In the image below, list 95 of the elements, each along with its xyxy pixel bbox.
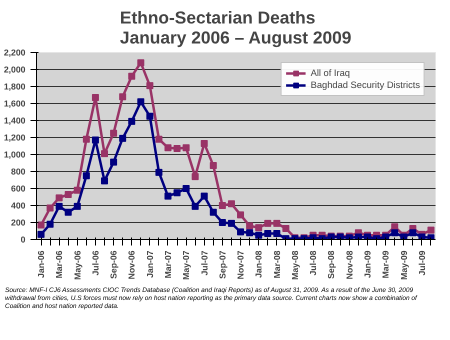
point <box>246 229 254 236</box>
x-tick-label: Jan-07 <box>144 250 155 278</box>
point <box>56 202 63 210</box>
point <box>101 177 108 184</box>
point <box>38 222 45 229</box>
point <box>182 185 190 192</box>
point <box>210 162 217 170</box>
point <box>137 98 144 106</box>
point <box>56 194 63 202</box>
point <box>391 229 398 236</box>
x-tick-label: Mar-07 <box>162 250 173 278</box>
y-tick-label: 1,800 <box>4 82 26 92</box>
point <box>228 220 235 227</box>
x-tick-label: Jul-07 <box>199 250 210 276</box>
point <box>237 211 244 218</box>
point <box>174 189 181 196</box>
chart-title: Ethno-Sectarian Deaths January 2006 – August 2009 <box>120 8 352 48</box>
x-tick-label: Mar-08 <box>272 250 282 278</box>
point <box>255 232 262 239</box>
y-tick-label: 200 <box>11 218 26 228</box>
point <box>164 192 172 200</box>
point <box>218 202 226 209</box>
point <box>110 158 118 166</box>
point <box>146 82 154 90</box>
point <box>192 173 199 180</box>
x-tick-label: Sep-07 <box>217 250 228 279</box>
point <box>74 186 81 194</box>
point <box>228 200 235 208</box>
point <box>218 219 226 226</box>
point <box>192 202 199 210</box>
legend-label: All of Iraq <box>310 67 350 79</box>
point <box>64 208 72 216</box>
point <box>182 144 190 152</box>
x-tick-label: Nov-08 <box>344 250 354 280</box>
x-tick-label: Mar-09 <box>380 250 391 278</box>
point <box>146 112 154 120</box>
y-tick-label: 2,200 <box>4 48 26 58</box>
x-tick-label: May-08 <box>290 250 300 280</box>
x-tick-label: Sep-06 <box>108 250 119 279</box>
y-tick-label: 1,000 <box>4 150 26 160</box>
point <box>200 140 208 147</box>
y-tick-label: 2,000 <box>4 64 26 74</box>
point <box>200 192 208 200</box>
point <box>74 202 81 210</box>
point <box>46 204 54 212</box>
point <box>46 220 54 228</box>
point <box>237 228 244 236</box>
y-tick-label: 0 <box>20 234 26 244</box>
point <box>427 226 434 234</box>
point <box>119 93 126 100</box>
point <box>137 59 144 66</box>
y-tick-label: 600 <box>11 184 26 194</box>
point <box>38 230 45 238</box>
point <box>155 168 162 176</box>
legend-label: Baghdad Security Districts <box>310 79 420 91</box>
point <box>101 150 108 158</box>
y-tick-label: 1,200 <box>4 132 26 142</box>
x-tick-label: Mar-06 <box>54 250 64 278</box>
point <box>82 172 90 180</box>
point <box>210 208 217 216</box>
point <box>128 118 136 125</box>
y-tick-label: 400 <box>11 200 26 210</box>
x-tick-label: Jan-08 <box>254 250 264 278</box>
y-tick-label: 1,400 <box>4 116 26 126</box>
x-tick-label: Sep-08 <box>326 250 336 279</box>
point <box>174 145 181 152</box>
x-tick-label: Nov-06 <box>126 250 137 280</box>
point <box>119 134 126 142</box>
x-tick-label: May-07 <box>181 250 192 280</box>
point <box>264 230 272 238</box>
point <box>92 94 99 102</box>
x-tick-label: Jul-09 <box>416 250 427 276</box>
x-tick-label: May-09 <box>398 250 409 280</box>
y-tick-label: 1,600 <box>4 98 26 108</box>
point <box>409 229 416 236</box>
point <box>282 224 290 232</box>
x-tick-label: Jul-06 <box>90 250 100 276</box>
point <box>155 136 162 143</box>
point <box>64 190 72 198</box>
point <box>82 136 90 143</box>
x-tick-label: Jan-09 <box>362 250 372 278</box>
point <box>164 144 172 152</box>
y-tick-label: 800 <box>11 166 26 176</box>
point <box>264 220 272 227</box>
x-tick-label: May-06 <box>72 250 82 280</box>
point <box>246 222 254 230</box>
point <box>255 224 262 232</box>
point <box>128 72 136 80</box>
point <box>273 230 280 238</box>
point <box>110 130 118 137</box>
x-tick-label: Nov-07 <box>236 250 246 280</box>
point <box>273 220 280 227</box>
x-tick-label: Jan-06 <box>36 250 46 278</box>
point <box>92 136 99 144</box>
x-tick-label: Jul-08 <box>308 250 318 276</box>
